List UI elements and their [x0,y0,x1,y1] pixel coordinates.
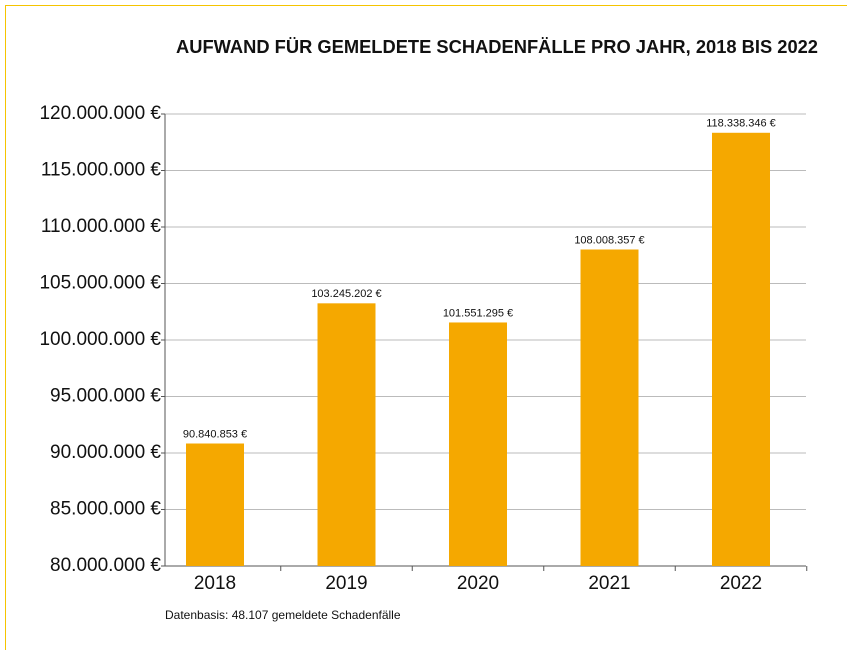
footnote: Datenbasis: 48.107 gemeldete Schadenfäll… [165,608,401,622]
bar [580,249,639,567]
y-tick-label: 120.000.000 € [39,103,161,124]
x-tick-label: 2019 [325,573,367,594]
frame [5,5,847,650]
y-tick-label: 85.000.000 € [50,499,161,520]
chart-title: AUFWAND FÜR GEMELDETE SCHADENFÄLLE PRO J… [176,37,818,57]
y-tick-label: 100.000.000 € [39,329,161,350]
bar [317,303,376,566]
x-tick-label: 2021 [588,573,630,594]
value-label: 103.245.202 € [311,288,381,300]
bar [712,132,770,567]
y-tick-label: 80.000.000 € [50,555,161,576]
bar [449,322,507,566]
x-tick-label: 2018 [194,573,236,594]
value-label: 108.008.357 € [574,234,644,246]
y-tick-label: 95.000.000 € [50,386,161,407]
y-tick-label: 90.000.000 € [50,442,161,463]
x-tick-label: 2022 [720,573,762,594]
y-tick-label: 110.000.000 € [41,216,162,237]
y-tick-label: 105.000.000 € [39,273,161,294]
value-label: 90.840.853 € [183,428,247,440]
value-label: 118.338.346 € [706,118,776,130]
value-label: 101.551.295 € [443,307,513,319]
y-tick-label: 115.000.000 € [41,160,162,181]
x-tick-label: 2020 [457,573,499,594]
bar [186,443,244,566]
